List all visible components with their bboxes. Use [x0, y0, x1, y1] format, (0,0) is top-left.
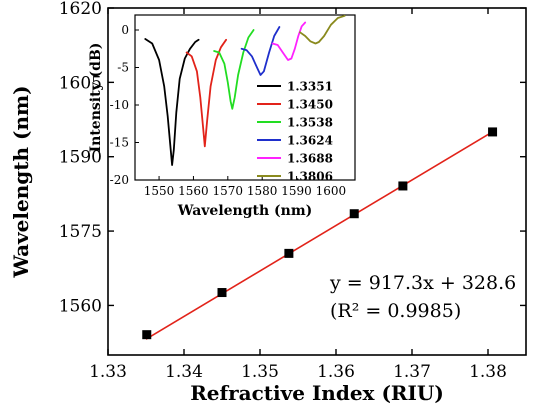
x-tick-label: 1.35 [241, 362, 279, 382]
data-point-marker [488, 127, 498, 137]
inset-plot: 1550 1560 1570 1580 1590 1600 0 -5 -10 -15 -20 Wave… [88, 14, 356, 219]
x-tick-label: 1.36 [317, 362, 355, 382]
spectrum-line-1-3538 [213, 29, 255, 110]
inset-y-axis-title: Intensity (dB) [88, 43, 104, 153]
inset-y-tick-label: -20 [110, 173, 129, 187]
legend-label: 1.3806 [287, 170, 333, 184]
main-plot: 1.33 1.34 1.35 1.36 1.37 1.38 1560 1575 1590 1605… [9, 0, 527, 405]
linear-fit-line [145, 131, 493, 340]
legend-label: 1.3688 [287, 152, 333, 166]
inset-x-tick-label: 1590 [281, 184, 312, 198]
y-axis-title: Wavelength (nm) [9, 85, 33, 278]
inset-y-tick-label: -15 [110, 136, 129, 150]
data-point-marker [217, 288, 227, 298]
inset-x-tick-label: 1600 [316, 184, 347, 198]
data-point-marker [398, 181, 408, 191]
x-tick-label: 1.37 [393, 362, 431, 382]
x-axis-title: Refractive Index (RIU) [190, 381, 444, 405]
inset-x-axis-title: Wavelength (nm) [177, 203, 313, 219]
y-tick-label: 1605 [59, 73, 102, 93]
y-tick-label: 1575 [59, 222, 102, 242]
data-point-marker [284, 248, 294, 258]
spectrum-line-1-3806 [299, 14, 346, 45]
fit-r-squared: (R² = 0.9985) [330, 300, 462, 322]
data-point-marker [349, 209, 359, 219]
spectrum-line-1-3688 [271, 21, 307, 61]
y-tick-label: 1620 [59, 0, 102, 19]
x-tick-label: 1.33 [89, 362, 127, 382]
spectrum-line-1-3351 [144, 38, 200, 166]
fit-equation: y = 917.3x + 328.6 [330, 272, 517, 294]
spectrum-line-1-3624 [240, 26, 281, 76]
inset-y-tick-label: -5 [117, 61, 129, 75]
legend-label: 1.3624 [287, 134, 333, 148]
inset-x-tick-label: 1580 [247, 184, 278, 198]
spectrum-line-1-3450 [185, 38, 228, 148]
main-plot-frame [107, 7, 527, 356]
x-tick-label: 1.34 [165, 362, 203, 382]
y-tick-label: 1560 [59, 296, 102, 316]
legend-label: 1.3450 [287, 98, 333, 112]
inset-y-tick-label: -10 [110, 98, 129, 112]
x-tick-label: 1.38 [469, 362, 507, 382]
legend-label: 1.3351 [287, 80, 333, 94]
inset-x-tick-label: 1550 [144, 184, 175, 198]
legend-label: 1.3538 [287, 116, 333, 130]
inset-x-tick-label: 1570 [213, 184, 244, 198]
inset-y-tick-label: 0 [121, 23, 129, 37]
inset-x-tick-label: 1560 [178, 184, 209, 198]
data-point-marker [142, 330, 152, 340]
y-tick-label: 1590 [59, 148, 102, 168]
